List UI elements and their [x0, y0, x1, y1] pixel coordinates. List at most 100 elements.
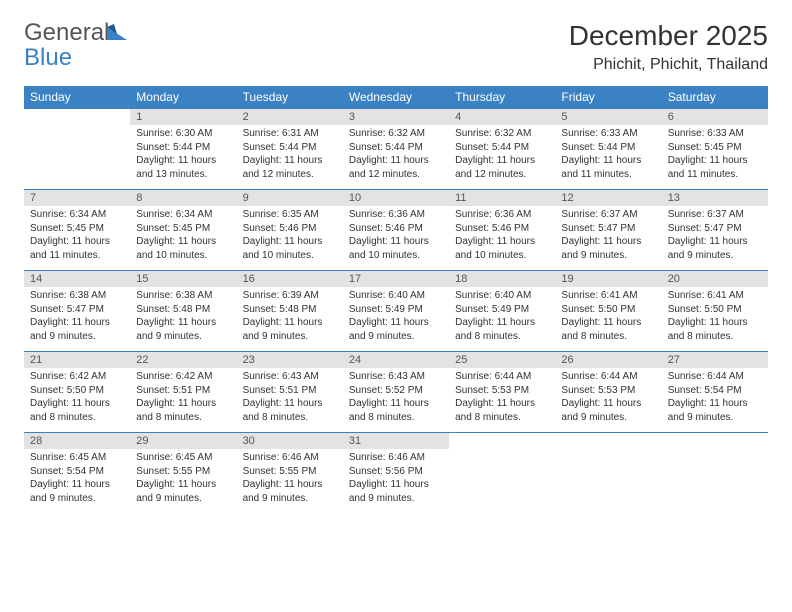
sunrise-text: Sunrise: 6:41 AM: [561, 289, 655, 303]
sunrise-text: Sunrise: 6:33 AM: [668, 127, 762, 141]
day-detail-cell: Sunrise: 6:31 AMSunset: 5:44 PMDaylight:…: [237, 125, 343, 190]
day-detail-cell: [24, 125, 130, 190]
daylight-text: Daylight: 11 hours and 11 minutes.: [561, 154, 655, 181]
day-detail-cell: Sunrise: 6:46 AMSunset: 5:55 PMDaylight:…: [237, 449, 343, 513]
day-detail-cell: Sunrise: 6:44 AMSunset: 5:54 PMDaylight:…: [662, 368, 768, 433]
page-header: GeneralBlue December 2025 Phichit, Phich…: [24, 20, 768, 74]
day-number: 3: [343, 109, 449, 126]
sunrise-text: Sunrise: 6:44 AM: [561, 370, 655, 384]
sunrise-text: Sunrise: 6:36 AM: [349, 208, 443, 222]
day-number: 12: [555, 190, 661, 207]
sunset-text: Sunset: 5:54 PM: [668, 384, 762, 398]
sunrise-text: Sunrise: 6:45 AM: [136, 451, 230, 465]
sunset-text: Sunset: 5:44 PM: [561, 141, 655, 155]
sunrise-text: Sunrise: 6:43 AM: [243, 370, 337, 384]
day-detail-cell: Sunrise: 6:36 AMSunset: 5:46 PMDaylight:…: [449, 206, 555, 271]
sunset-text: Sunset: 5:44 PM: [455, 141, 549, 155]
daylight-text: Daylight: 11 hours and 9 minutes.: [30, 478, 124, 505]
weekday-header-row: Sunday Monday Tuesday Wednesday Thursday…: [24, 86, 768, 109]
sunrise-text: Sunrise: 6:41 AM: [668, 289, 762, 303]
day-detail-cell: Sunrise: 6:46 AMSunset: 5:56 PMDaylight:…: [343, 449, 449, 513]
day-detail-cell: Sunrise: 6:33 AMSunset: 5:45 PMDaylight:…: [662, 125, 768, 190]
daylight-text: Daylight: 11 hours and 9 minutes.: [561, 235, 655, 262]
daylight-text: Daylight: 11 hours and 8 minutes.: [455, 397, 549, 424]
day-number: 28: [24, 433, 130, 450]
daylight-text: Daylight: 11 hours and 9 minutes.: [243, 316, 337, 343]
sunset-text: Sunset: 5:46 PM: [349, 222, 443, 236]
day-number-row: 14151617181920: [24, 271, 768, 288]
brand-text-a: General: [24, 19, 109, 46]
sunset-text: Sunset: 5:44 PM: [349, 141, 443, 155]
day-number: 26: [555, 352, 661, 369]
sunset-text: Sunset: 5:47 PM: [561, 222, 655, 236]
day-number: 30: [237, 433, 343, 450]
brand-logo: GeneralBlue: [24, 20, 129, 70]
day-detail-cell: Sunrise: 6:35 AMSunset: 5:46 PMDaylight:…: [237, 206, 343, 271]
sunset-text: Sunset: 5:45 PM: [30, 222, 124, 236]
day-number: 1: [130, 109, 236, 126]
daylight-text: Daylight: 11 hours and 12 minutes.: [455, 154, 549, 181]
day-detail-cell: Sunrise: 6:44 AMSunset: 5:53 PMDaylight:…: [449, 368, 555, 433]
day-detail-cell: Sunrise: 6:38 AMSunset: 5:48 PMDaylight:…: [130, 287, 236, 352]
day-detail-cell: Sunrise: 6:33 AMSunset: 5:44 PMDaylight:…: [555, 125, 661, 190]
sunrise-text: Sunrise: 6:45 AM: [30, 451, 124, 465]
calendar-body: 123456Sunrise: 6:30 AMSunset: 5:44 PMDay…: [24, 109, 768, 514]
sunset-text: Sunset: 5:46 PM: [243, 222, 337, 236]
daylight-text: Daylight: 11 hours and 10 minutes.: [136, 235, 230, 262]
day-detail-cell: Sunrise: 6:30 AMSunset: 5:44 PMDaylight:…: [130, 125, 236, 190]
sunrise-text: Sunrise: 6:31 AM: [243, 127, 337, 141]
daylight-text: Daylight: 11 hours and 8 minutes.: [30, 397, 124, 424]
sunrise-text: Sunrise: 6:44 AM: [668, 370, 762, 384]
day-detail-cell: Sunrise: 6:43 AMSunset: 5:52 PMDaylight:…: [343, 368, 449, 433]
sunset-text: Sunset: 5:49 PM: [349, 303, 443, 317]
day-detail-row: Sunrise: 6:45 AMSunset: 5:54 PMDaylight:…: [24, 449, 768, 513]
day-detail-cell: Sunrise: 6:40 AMSunset: 5:49 PMDaylight:…: [343, 287, 449, 352]
day-number: 27: [662, 352, 768, 369]
sunset-text: Sunset: 5:45 PM: [136, 222, 230, 236]
daylight-text: Daylight: 11 hours and 9 minutes.: [668, 397, 762, 424]
daylight-text: Daylight: 11 hours and 8 minutes.: [136, 397, 230, 424]
weekday-header: Wednesday: [343, 86, 449, 109]
daylight-text: Daylight: 11 hours and 11 minutes.: [30, 235, 124, 262]
day-detail-cell: Sunrise: 6:37 AMSunset: 5:47 PMDaylight:…: [662, 206, 768, 271]
weekday-header: Sunday: [24, 86, 130, 109]
day-number: 9: [237, 190, 343, 207]
daylight-text: Daylight: 11 hours and 8 minutes.: [349, 397, 443, 424]
sunset-text: Sunset: 5:52 PM: [349, 384, 443, 398]
day-number: 31: [343, 433, 449, 450]
day-number: [555, 433, 661, 450]
day-detail-cell: Sunrise: 6:40 AMSunset: 5:49 PMDaylight:…: [449, 287, 555, 352]
daylight-text: Daylight: 11 hours and 9 minutes.: [668, 235, 762, 262]
sunset-text: Sunset: 5:48 PM: [243, 303, 337, 317]
sunset-text: Sunset: 5:50 PM: [561, 303, 655, 317]
day-number: 18: [449, 271, 555, 288]
day-number: 21: [24, 352, 130, 369]
sunset-text: Sunset: 5:55 PM: [136, 465, 230, 479]
sunrise-text: Sunrise: 6:34 AM: [30, 208, 124, 222]
day-number: 7: [24, 190, 130, 207]
day-number: 13: [662, 190, 768, 207]
daylight-text: Daylight: 11 hours and 12 minutes.: [243, 154, 337, 181]
daylight-text: Daylight: 11 hours and 8 minutes.: [455, 316, 549, 343]
day-number: [449, 433, 555, 450]
month-title: December 2025: [569, 20, 768, 52]
day-detail-row: Sunrise: 6:38 AMSunset: 5:47 PMDaylight:…: [24, 287, 768, 352]
sunrise-text: Sunrise: 6:46 AM: [243, 451, 337, 465]
day-number: 4: [449, 109, 555, 126]
daylight-text: Daylight: 11 hours and 8 minutes.: [668, 316, 762, 343]
day-number: 11: [449, 190, 555, 207]
daylight-text: Daylight: 11 hours and 11 minutes.: [668, 154, 762, 181]
day-number: 16: [237, 271, 343, 288]
daylight-text: Daylight: 11 hours and 8 minutes.: [561, 316, 655, 343]
sunset-text: Sunset: 5:47 PM: [668, 222, 762, 236]
day-detail-cell: Sunrise: 6:41 AMSunset: 5:50 PMDaylight:…: [662, 287, 768, 352]
sunset-text: Sunset: 5:48 PM: [136, 303, 230, 317]
sunrise-text: Sunrise: 6:34 AM: [136, 208, 230, 222]
sunrise-text: Sunrise: 6:35 AM: [243, 208, 337, 222]
daylight-text: Daylight: 11 hours and 10 minutes.: [349, 235, 443, 262]
sunset-text: Sunset: 5:54 PM: [30, 465, 124, 479]
day-number: 10: [343, 190, 449, 207]
day-detail-cell: Sunrise: 6:42 AMSunset: 5:51 PMDaylight:…: [130, 368, 236, 433]
day-number: [24, 109, 130, 126]
sunrise-text: Sunrise: 6:38 AM: [136, 289, 230, 303]
